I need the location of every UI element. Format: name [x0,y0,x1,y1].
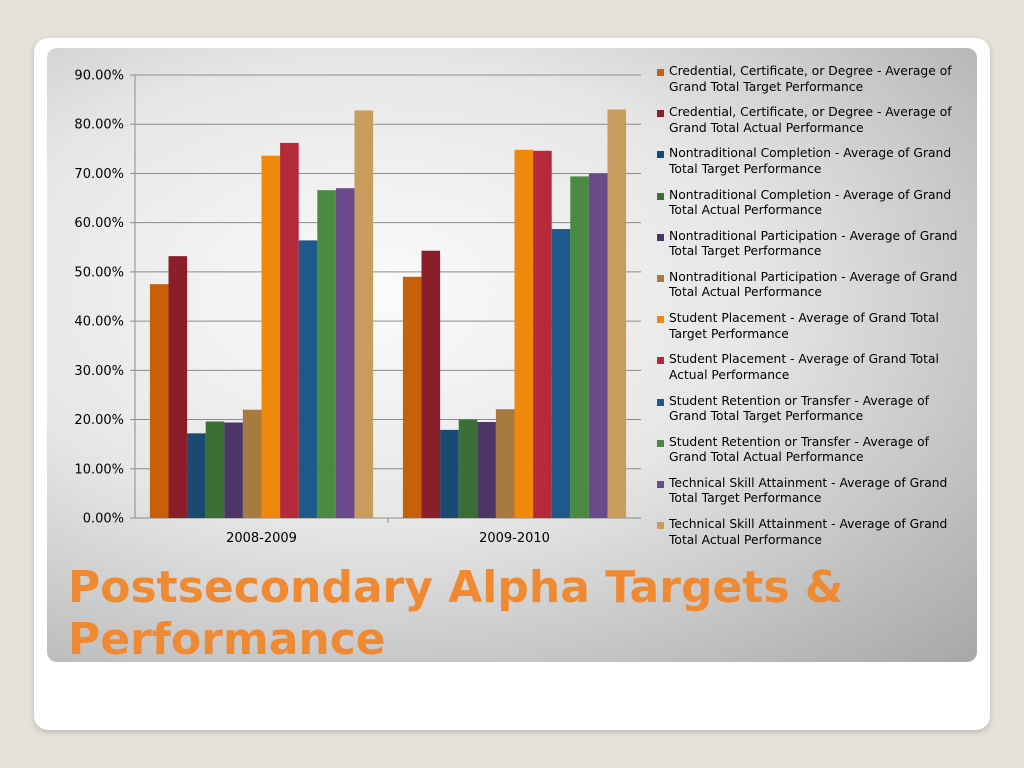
bar [335,188,355,518]
bar [458,419,478,518]
legend-swatch [657,480,664,488]
bar [495,409,515,518]
bar [607,109,627,519]
legend-swatch [657,522,664,530]
legend-item: Nontraditional Completion - Average of G… [657,146,967,187]
bar [421,250,441,518]
bar [261,155,281,518]
legend-item: Credential, Certificate, or Degree - Ave… [657,105,967,146]
legend-label: Nontraditional Completion - Average of G… [669,187,952,218]
legend-label: Student Placement - Average of Grand Tot… [669,311,939,341]
bar [477,422,496,518]
bar [149,284,169,518]
legend-swatch [657,316,664,324]
legend-item: Nontraditional Participation - Average o… [657,270,967,311]
bar [224,422,243,518]
legend-item: Student Placement - Average of Grand Tot… [657,352,967,393]
legend-label: Student Retention or Transfer - Average … [669,434,929,465]
legend-label: Student Placement - Average of Grand Tot… [669,352,939,382]
content-panel [47,48,977,662]
legend-swatch [657,398,664,406]
legend-label: Technical Skill Attainment - Average of … [669,517,948,547]
legend-swatch [657,357,664,365]
legend-label: Credential, Certificate, or Degree - Ave… [669,105,952,135]
legend-item: Student Retention or Transfer - Average … [657,435,967,476]
legend-label: Nontraditional Participation - Average o… [669,269,958,300]
legend-item: Technical Skill Attainment - Average of … [657,476,967,517]
bar [440,429,459,518]
y-tick-label: 0.00% [83,512,124,527]
bar [588,173,608,518]
bar [514,149,534,518]
bar [354,110,374,518]
legend-item: Student Retention or Transfer - Average … [657,394,967,435]
legend-label: Nontraditional Completion - Average of G… [669,146,952,176]
y-tick-label: 80.00% [74,118,124,133]
legend-swatch [657,439,664,447]
bar [551,229,571,518]
legend-swatch [657,274,664,282]
bar [317,190,336,518]
y-tick-label: 30.00% [74,364,124,379]
legend-item: Nontraditional Participation - Average o… [657,229,967,270]
legend-item: Student Placement - Average of Grand Tot… [657,311,967,352]
legend-swatch [657,151,664,159]
y-tick-label: 70.00% [74,167,124,182]
y-tick-label: 10.00% [74,462,124,477]
bar [280,142,299,518]
legend-swatch [657,69,664,76]
bar [402,276,422,518]
legend-swatch [657,233,664,241]
slide-title: Postsecondary Alpha Targets & Performanc… [68,562,844,665]
x-tick-label: 2009-2010 [479,531,550,546]
x-tick-label: 2008-2009 [226,531,297,546]
bar [242,409,262,518]
legend-label: Nontraditional Participation - Average o… [669,228,958,259]
y-tick-label: 90.00% [74,69,124,84]
legend-item: Credential, Certificate, or Degree - Ave… [657,64,967,105]
legend-label: Credential, Certificate, or Degree - Ave… [669,64,952,94]
bar [298,240,318,518]
bar [187,433,206,518]
legend-swatch [657,192,664,200]
legend-label: Student Retention or Transfer - Average … [669,393,929,424]
y-tick-label: 50.00% [74,265,124,280]
bar [205,421,225,518]
legend-item: Nontraditional Completion - Average of G… [657,188,967,229]
legend-item: Technical Skill Attainment - Average of … [657,517,967,558]
bar [168,256,188,518]
y-tick-label: 20.00% [74,413,124,428]
y-tick-label: 60.00% [74,216,124,231]
legend-swatch [657,110,664,118]
chart-legend: Credential, Certificate, or Degree - Ave… [657,64,967,558]
legend-label: Technical Skill Attainment - Average of … [669,475,948,506]
bar [533,150,552,519]
y-tick-label: 40.00% [74,315,124,330]
bar [570,176,589,518]
